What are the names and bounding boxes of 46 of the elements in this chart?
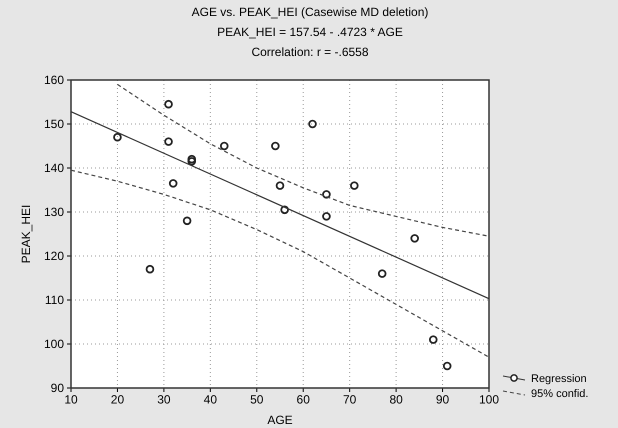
y-tick-label: 120 [44,248,64,263]
x-tick-label: 20 [110,392,124,407]
point [276,181,284,190]
point [271,142,280,150]
x-tick-label: 100 [478,392,500,407]
legend-label: 95% confid. [531,388,588,400]
legend-label: Regression [531,373,587,385]
point [410,234,419,243]
y-tick-label: 130 [44,204,64,219]
point [168,179,178,188]
point [164,137,173,146]
chart-subtitle: PEAK_HEI = 157.54 - .4723 * AGE [217,25,403,39]
y-tick-label: 150 [44,116,64,131]
y-tick-label: 110 [44,292,64,307]
line-series [70,170,490,358]
point [280,206,289,214]
point [164,100,173,108]
point [220,142,229,150]
point [350,181,359,190]
point [442,362,452,370]
point [113,132,122,142]
point [146,264,154,274]
point [187,157,196,166]
x-tick-label: 60 [296,392,310,407]
point [378,269,386,278]
point [322,212,331,221]
x-tick-label: 40 [204,392,218,407]
y-tick-label: 90 [50,380,64,395]
y-tick-label: 160 [44,72,64,87]
text: Correlation: r = -.6558 [251,45,369,59]
point [308,120,317,128]
y-tick-label: 140 [44,160,64,175]
point [187,154,196,164]
x-tick-label: 30 [157,392,171,407]
x-axis-title: AGE [267,413,293,427]
chart-title: AGE vs. PEAK_HEI (Casewise MD deletion) [192,5,428,19]
x-tick-label: 90 [436,392,450,407]
x-tick-label: 70 [342,392,357,407]
x-tick-label: 50 [250,392,264,407]
point [182,216,192,226]
y-tick-label: 100 [44,336,64,351]
point [428,335,438,344]
y-axis-title: PEAK_HEI [19,204,33,264]
x-tick-label: 80 [389,392,404,407]
x-tick-label: 10 [64,392,78,407]
point [322,190,331,199]
